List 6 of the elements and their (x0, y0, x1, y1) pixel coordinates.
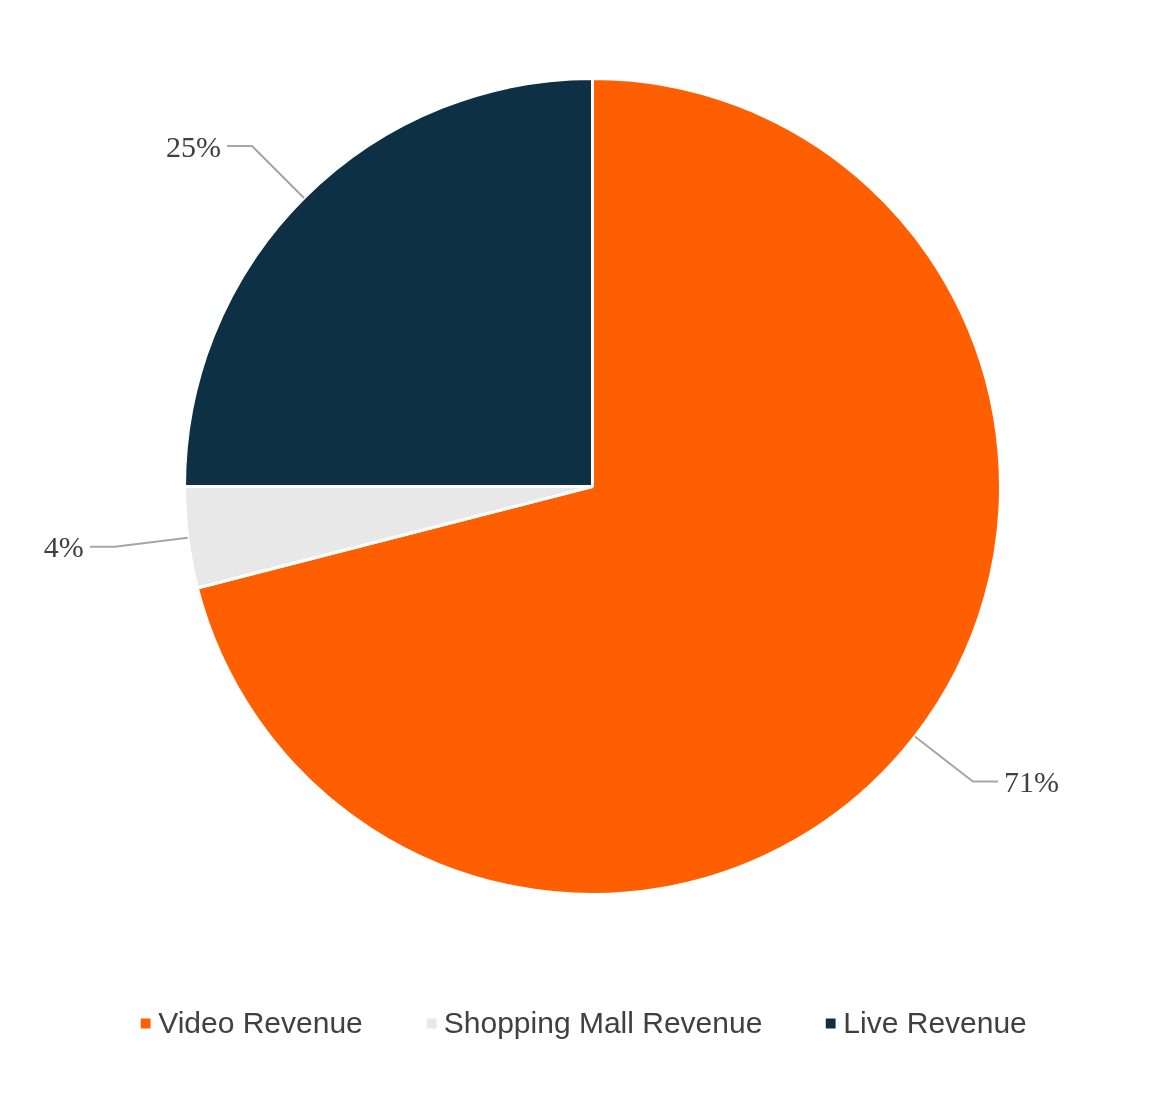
legend-label: Live Revenue (843, 1006, 1027, 1040)
data-label: 4% (43, 530, 84, 564)
legend-label: Shopping Mall Revenue (443, 1006, 763, 1040)
data-label: 25% (166, 129, 222, 163)
legend-label: Video Revenue (158, 1006, 363, 1040)
data-label: 71% (1003, 765, 1059, 799)
